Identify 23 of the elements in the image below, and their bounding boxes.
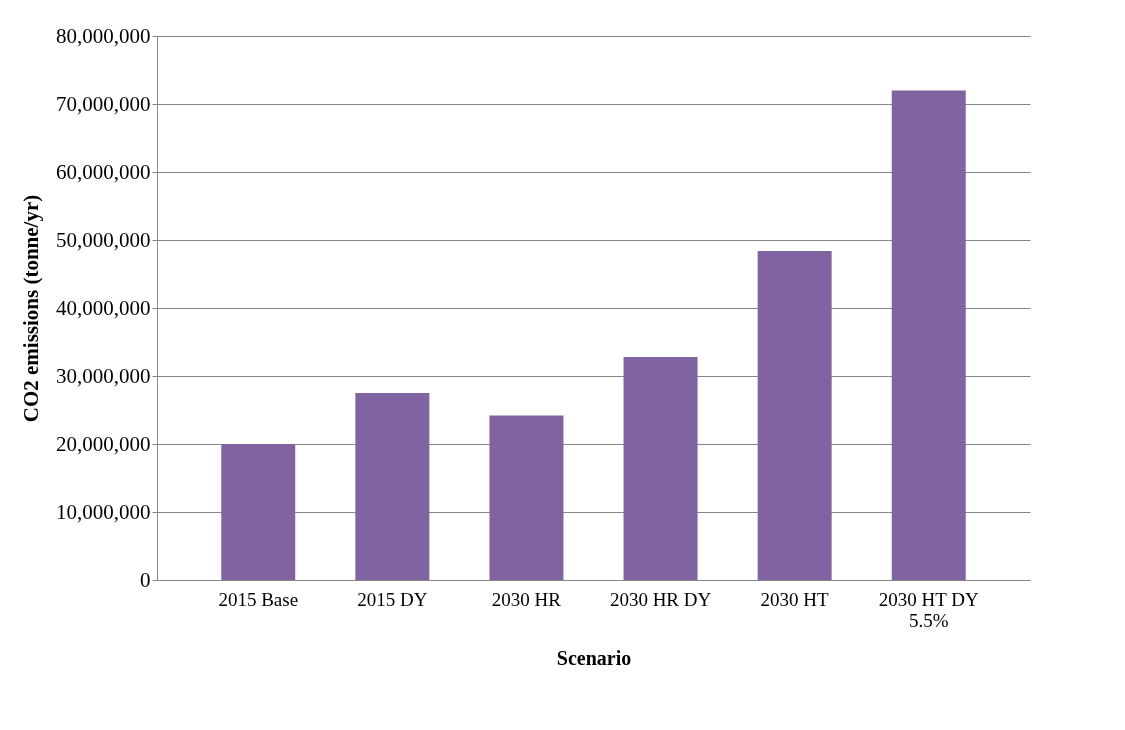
y-tick-label: 0 — [140, 567, 151, 592]
y-tick-label: 10,000,000 — [56, 499, 151, 524]
y-tick-label: 50,000,000 — [56, 227, 151, 252]
y-axis-title: CO2 emissions (tonne/yr) — [19, 194, 43, 423]
y-tick-label: 20,000,000 — [56, 431, 151, 456]
y-tick-label: 60,000,000 — [56, 159, 151, 184]
x-axis-title: Scenario — [556, 646, 632, 669]
x-tick-label: 2015 DY — [357, 588, 428, 610]
bar — [221, 444, 296, 580]
x-tick-label: 2030 HT — [760, 588, 830, 610]
x-tick-label: 2030 HT DY 5.5% — [878, 588, 979, 631]
y-tick-label: 70,000,000 — [56, 91, 151, 116]
x-tick-label: 2015 Base — [218, 588, 299, 610]
bar — [891, 90, 966, 580]
y-tick-label: 40,000,000 — [56, 295, 151, 320]
bar — [355, 393, 430, 580]
bar — [623, 356, 698, 580]
bar — [757, 250, 832, 580]
x-tick-label: 2030 HR — [491, 588, 562, 610]
bar — [489, 415, 564, 580]
x-tick-label: 2030 HR DY — [609, 588, 712, 610]
y-tick-label: 30,000,000 — [56, 363, 151, 388]
y-tick-label: 80,000,000 — [56, 23, 151, 48]
